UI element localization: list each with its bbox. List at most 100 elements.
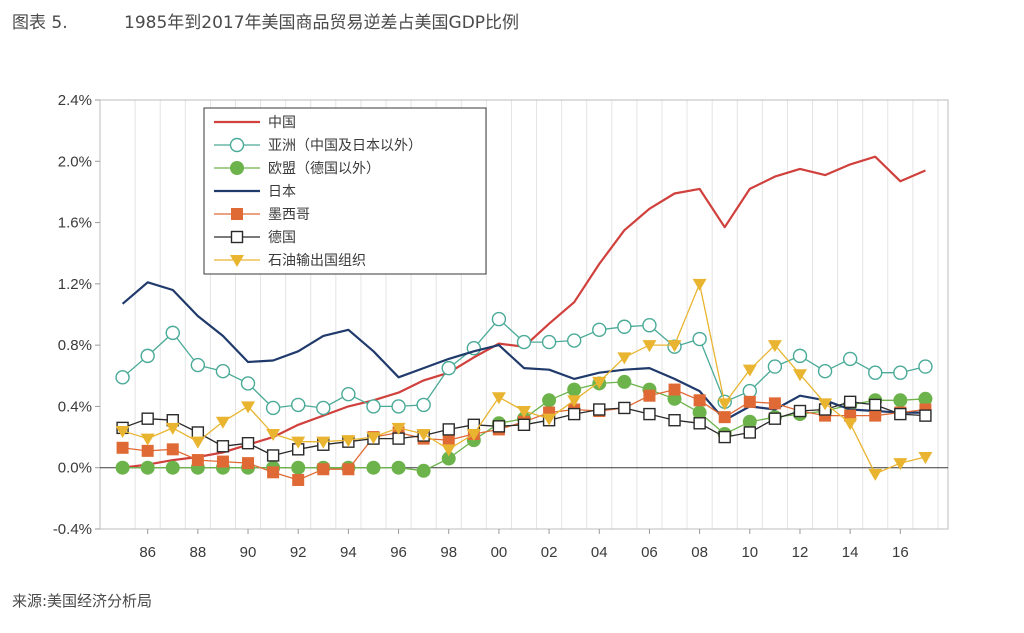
data-point (115, 425, 130, 438)
data-point (116, 441, 129, 454)
data-point (165, 422, 180, 435)
data-point (190, 436, 205, 449)
data-point (441, 444, 456, 457)
data-point (668, 383, 681, 396)
data-point (868, 468, 883, 481)
data-point (190, 357, 206, 373)
data-point (893, 458, 908, 471)
data-point (391, 399, 406, 414)
x-tick-label: 00 (491, 544, 508, 561)
legend-item: 中国 (214, 114, 296, 130)
data-point (416, 397, 431, 413)
legend-item: 欧盟（德国以外） (214, 160, 380, 176)
data-point (141, 444, 154, 457)
data-point (140, 433, 155, 446)
data-point (140, 460, 155, 475)
legend-item: 德国 (214, 229, 296, 245)
data-point (542, 413, 557, 426)
data-point (292, 473, 305, 486)
data-point (241, 401, 256, 414)
data-point (416, 429, 431, 442)
data-point (391, 460, 406, 475)
legend-label: 日本 (268, 183, 296, 199)
figure-title-text: 1985年到2017年美国商品贸易逆差占美国GDP比例 (124, 13, 520, 33)
data-point (215, 363, 231, 379)
plot-frame (99, 99, 949, 530)
data-point (617, 374, 632, 389)
data-point (792, 348, 808, 364)
x-tick-label: 14 (842, 544, 859, 561)
axes: -0.4% 0.0% 0.4% 0.8% 1.2% 1.6% 2.0% 2.4% 86 88 90 9… (53, 92, 949, 561)
data-point (869, 398, 882, 412)
data-point (141, 412, 154, 425)
data-point (442, 434, 455, 447)
data-point (517, 406, 531, 419)
x-tick-label: 08 (691, 544, 708, 561)
data-point (231, 208, 243, 220)
y-tick-label: 1.6% (58, 215, 92, 232)
data-point (843, 418, 858, 431)
data-point (166, 443, 179, 456)
data-point (441, 451, 456, 466)
data-point (717, 398, 732, 411)
data-point (743, 395, 756, 408)
x-tick-label: 98 (440, 544, 457, 561)
data-point (342, 463, 355, 476)
data-point (693, 417, 706, 430)
data-point (165, 325, 180, 341)
x-tick-label: 12 (792, 544, 809, 561)
data-point (517, 418, 531, 432)
data-point (366, 432, 381, 445)
data-point (718, 411, 731, 424)
data-point (291, 397, 306, 413)
data-point (416, 463, 431, 478)
data-point (230, 230, 244, 244)
data-point (592, 322, 607, 338)
data-point (317, 463, 330, 476)
legend-item: 日本 (214, 183, 296, 199)
data-point (742, 364, 757, 377)
data-point (542, 393, 557, 408)
y-tick-label: 0.8% (58, 337, 92, 354)
figure-number: 图表 5. (12, 13, 68, 33)
data-point (316, 436, 331, 449)
data-point (266, 429, 281, 442)
data-point (918, 359, 933, 374)
data-point (742, 383, 757, 399)
data-point (894, 407, 907, 421)
data-point (718, 430, 731, 444)
data-point (541, 334, 557, 350)
data-point (316, 400, 331, 416)
data-point (767, 340, 782, 353)
data-point (617, 319, 632, 334)
data-point (491, 311, 507, 327)
legend-label: 中国 (268, 114, 296, 130)
data-point (567, 407, 581, 421)
x-tick-label: 90 (240, 544, 257, 561)
data-point (567, 382, 582, 397)
data-point (593, 403, 606, 416)
data-point (893, 365, 908, 380)
x-tick-label: 16 (892, 544, 909, 561)
data-point (140, 348, 155, 364)
y-tick-label: 1.2% (58, 276, 92, 293)
data-point (868, 365, 883, 380)
data-point (241, 437, 255, 450)
data-point (668, 414, 681, 427)
y-tick-label: 2.4% (58, 92, 92, 109)
x-tick-label: 06 (641, 544, 658, 561)
data-point (919, 409, 932, 422)
data-point (466, 429, 481, 442)
data-point (792, 369, 807, 382)
data-point (918, 391, 933, 406)
data-point (843, 395, 857, 409)
data-point (743, 426, 756, 439)
data-point (617, 352, 632, 365)
data-point (643, 389, 656, 402)
data-point (115, 460, 130, 475)
data-point (768, 397, 781, 410)
series-3 (121, 281, 926, 422)
data-point (229, 137, 245, 153)
data-point (341, 386, 356, 402)
